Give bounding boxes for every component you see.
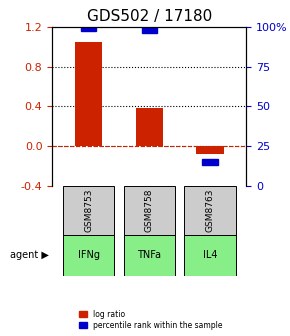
FancyBboxPatch shape bbox=[63, 235, 115, 276]
Text: agent ▶: agent ▶ bbox=[10, 250, 49, 260]
FancyBboxPatch shape bbox=[184, 186, 236, 235]
Text: IFNg: IFNg bbox=[78, 250, 100, 260]
Bar bbox=[75, 42, 102, 146]
Title: GDS502 / 17180: GDS502 / 17180 bbox=[87, 9, 212, 24]
Text: GSM8753: GSM8753 bbox=[84, 189, 93, 233]
Bar bbox=[196, 146, 224, 154]
Legend: log ratio, percentile rank within the sample: log ratio, percentile rank within the sa… bbox=[77, 307, 225, 332]
Text: IL4: IL4 bbox=[203, 250, 217, 260]
Text: GSM8758: GSM8758 bbox=[145, 189, 154, 233]
FancyBboxPatch shape bbox=[142, 27, 157, 33]
Text: GSM8763: GSM8763 bbox=[206, 189, 215, 233]
FancyBboxPatch shape bbox=[202, 159, 218, 165]
FancyBboxPatch shape bbox=[124, 186, 175, 235]
FancyBboxPatch shape bbox=[63, 186, 115, 235]
FancyBboxPatch shape bbox=[124, 235, 175, 276]
Text: TNFa: TNFa bbox=[137, 250, 161, 260]
Bar bbox=[136, 109, 163, 146]
FancyBboxPatch shape bbox=[184, 235, 236, 276]
FancyBboxPatch shape bbox=[81, 26, 96, 32]
